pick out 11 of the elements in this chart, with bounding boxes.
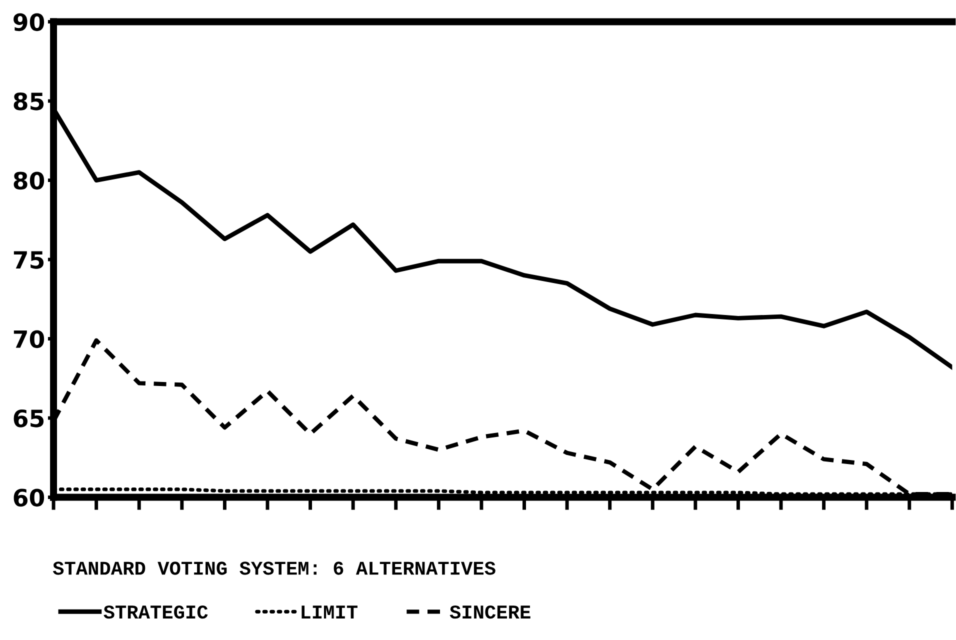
y-tick-label: 60 bbox=[14, 488, 44, 507]
y-tick-label: 70 bbox=[14, 330, 44, 348]
y-tick-label: 80 bbox=[14, 172, 44, 190]
text: STANDARD VOTING SYSTEM: 6 ALTERNATIVES bbox=[52, 562, 496, 575]
y-tick-label: 85 bbox=[14, 92, 44, 110]
legend-label: SINCERE bbox=[450, 605, 530, 619]
legend-label: STRATEGIC bbox=[104, 605, 208, 619]
y-tick-label: 75 bbox=[14, 251, 44, 269]
legend-label: LIMIT bbox=[302, 606, 358, 618]
y-tick-label: 90 bbox=[14, 13, 44, 32]
y-tick-label: 65 bbox=[14, 409, 44, 428]
